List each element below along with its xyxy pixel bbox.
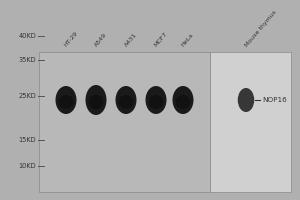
Ellipse shape [149,95,163,109]
Ellipse shape [85,85,106,115]
Ellipse shape [238,88,254,112]
Bar [39,52,210,192]
Ellipse shape [176,95,190,109]
Text: A549: A549 [94,32,108,48]
Ellipse shape [56,86,76,114]
Ellipse shape [59,95,73,109]
Ellipse shape [89,95,103,110]
Text: 40KD: 40KD [18,33,36,39]
Text: Mouse thymus: Mouse thymus [244,10,277,48]
Bar [210,52,291,192]
Text: 15KD: 15KD [18,137,36,143]
Text: HeLa: HeLa [181,33,195,48]
Text: NOP16: NOP16 [262,97,287,103]
Ellipse shape [116,86,136,114]
Text: 25KD: 25KD [18,93,36,99]
Text: 35KD: 35KD [18,57,36,63]
Text: HT-29: HT-29 [64,31,79,48]
Ellipse shape [119,95,133,109]
Ellipse shape [146,86,167,114]
Text: A431: A431 [124,32,138,48]
Text: 10KD: 10KD [18,163,36,169]
Ellipse shape [172,86,194,114]
Text: MCF7: MCF7 [154,31,169,48]
